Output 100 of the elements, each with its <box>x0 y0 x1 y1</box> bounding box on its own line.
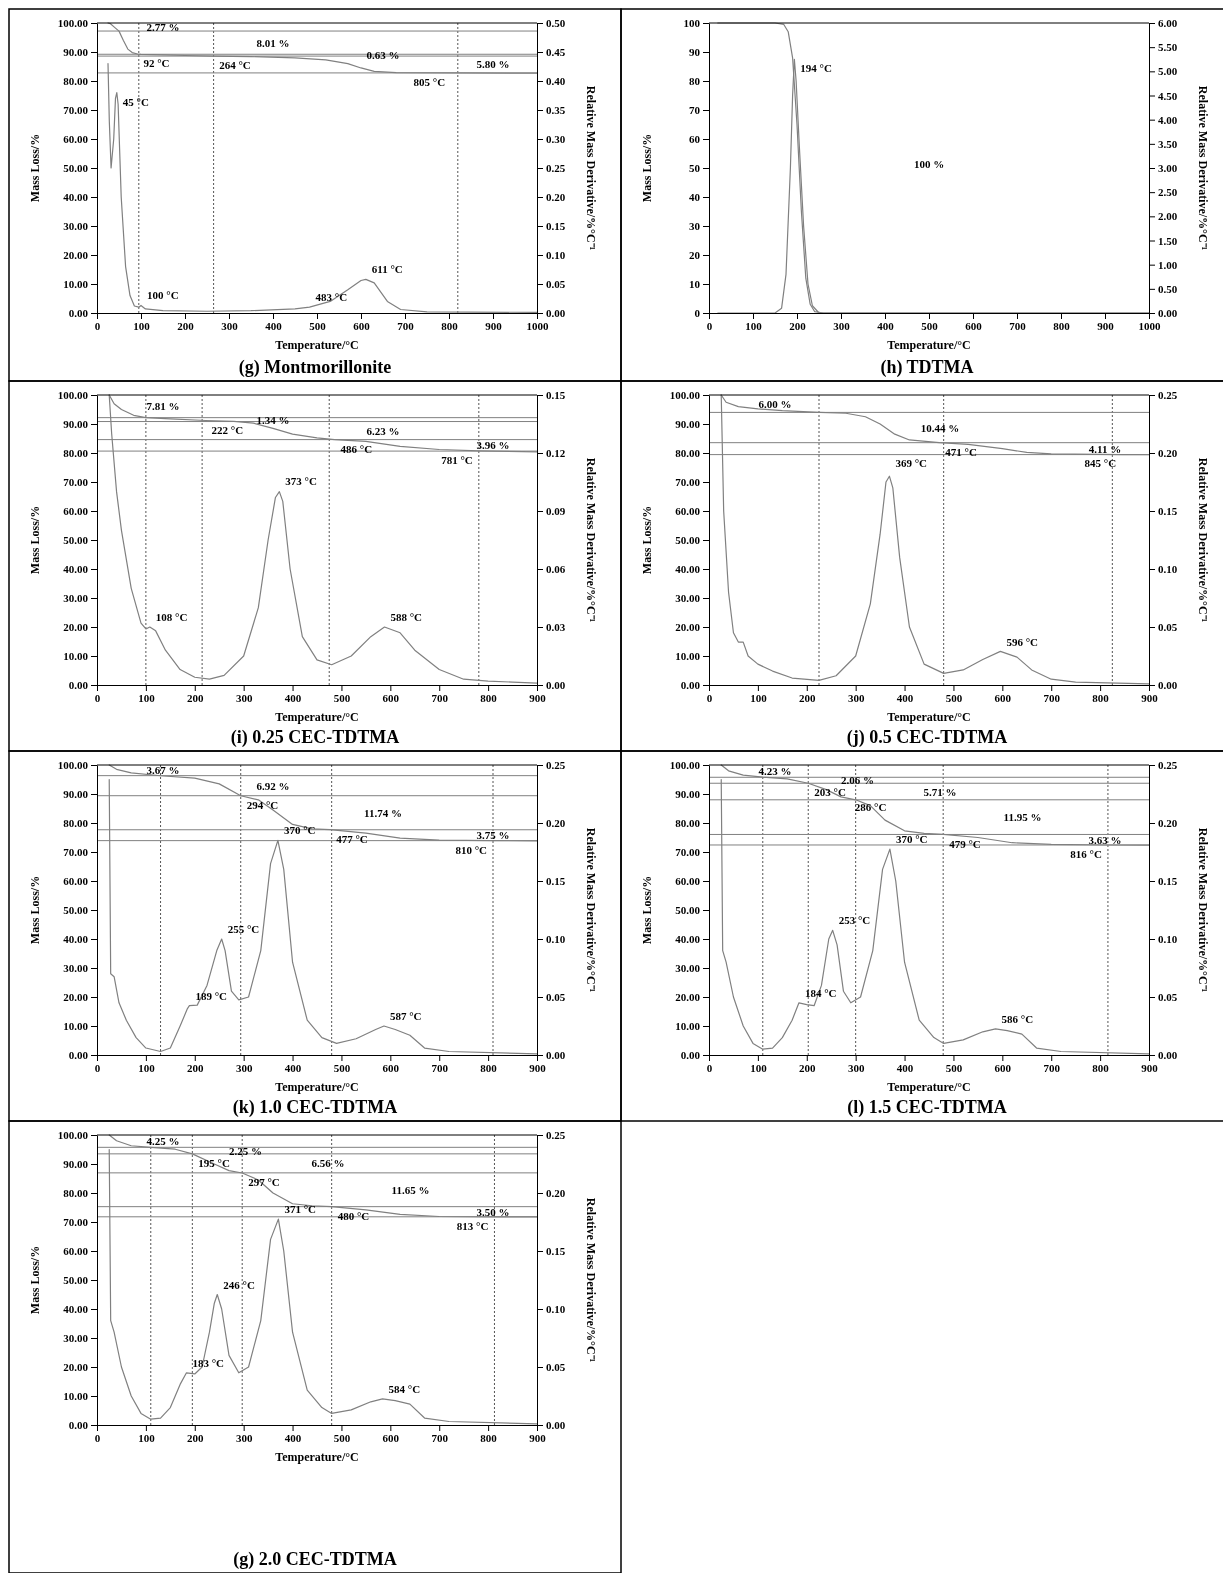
y2-tick-label: 0.45 <box>546 46 566 59</box>
y-tick-label: 0.00 <box>68 307 89 320</box>
x-axis-title: Temperature/°C <box>275 1080 359 1094</box>
y2-tick-label: 0.20 <box>546 817 566 830</box>
annotation: 4.25 % <box>146 1135 180 1148</box>
y2-tick-label: 0.00 <box>546 1049 566 1062</box>
annotation: 11.65 % <box>391 1183 430 1196</box>
x-tick-label: 100 <box>745 319 763 332</box>
x-tick-label: 900 <box>1141 1061 1159 1074</box>
y2-tick-label: 0.20 <box>546 1187 566 1200</box>
x-tick-label: 400 <box>284 1061 302 1074</box>
y-tick-label: 20.00 <box>63 991 89 1004</box>
x-tick-label: 700 <box>1009 319 1027 332</box>
y-tick-label: 10.00 <box>675 1020 701 1033</box>
y-tick-label: 90 <box>689 46 701 59</box>
y2-tick-label: 0.03 <box>546 621 566 634</box>
y-tick-label: 0.00 <box>680 1049 701 1062</box>
annotation: 370 °C <box>895 833 928 846</box>
y2-tick-label: 5.50 <box>1158 41 1178 54</box>
x-tick-label: 900 <box>529 691 547 704</box>
x-tick-label: 200 <box>799 1061 817 1074</box>
y2-tick-label: 0.10 <box>546 249 566 262</box>
annotation: 222 °C <box>211 423 244 436</box>
x-tick-label: 600 <box>965 319 983 332</box>
text: (i) 0.25 CEC-TDTMA <box>230 727 400 748</box>
y-tick-label: 80.00 <box>63 1187 89 1200</box>
annotation: 5.71 % <box>923 785 957 798</box>
y2-tick-label: 0.00 <box>1158 1049 1178 1062</box>
annotation: 6.92 % <box>256 779 290 792</box>
y-tick-label: 100 <box>683 17 701 30</box>
x-tick-label: 900 <box>529 1061 547 1074</box>
y-tick-label: 30.00 <box>675 592 701 605</box>
y-tick-label: 30.00 <box>63 962 89 975</box>
y2-tick-label: 0.10 <box>1158 933 1178 946</box>
y-tick-label: 50.00 <box>675 904 701 917</box>
annotation: 297 °C <box>248 1175 280 1188</box>
y2-tick-label: 3.00 <box>1158 162 1178 175</box>
y-tick-label: 0 <box>694 307 701 320</box>
x-tick-label: 800 <box>480 1061 498 1074</box>
y-tick-label: 80.00 <box>63 75 89 88</box>
annotation: 373 °C <box>285 474 317 487</box>
annotation: 2.06 % <box>841 774 874 787</box>
y2-tick-label: 2.00 <box>1158 210 1178 223</box>
y2-tick-label: 0.20 <box>546 191 566 204</box>
y2-axis-title: Relative Mass Derivative/%°C⁻¹ <box>584 1197 598 1363</box>
x-tick-label: 800 <box>480 1431 498 1444</box>
x-tick-label: 300 <box>847 691 865 704</box>
y2-tick-label: 0.05 <box>1158 621 1178 634</box>
y2-tick-label: 0.15 <box>1158 875 1178 888</box>
x-tick-label: 0 <box>94 691 101 704</box>
annotation: 6.00 % <box>758 397 792 410</box>
annotation: 1.34 % <box>256 413 290 426</box>
y2-tick-label: 0.40 <box>546 75 566 88</box>
x-tick-label: 700 <box>431 691 449 704</box>
y-tick-label: 90.00 <box>675 418 701 431</box>
y-tick-label: 60.00 <box>63 1245 89 1258</box>
y-tick-label: 80.00 <box>63 447 89 460</box>
x-tick-label: 500 <box>945 1061 963 1074</box>
annotation: 584 °C <box>388 1382 421 1395</box>
annotation: 805 °C <box>413 75 446 88</box>
annotation: 184 °C <box>804 986 837 999</box>
annotation: 2.77 % <box>146 21 180 34</box>
y-tick-label: 50.00 <box>63 1274 89 1287</box>
y-tick-label: 0.00 <box>68 679 89 692</box>
y-tick-label: 100.00 <box>57 389 89 402</box>
y2-tick-label: 0.12 <box>546 447 566 460</box>
annotation: 813 °C <box>456 1219 489 1232</box>
annotation: 5.80 % <box>476 58 510 71</box>
text: (g) Montmorillonite <box>238 357 392 378</box>
y-axis-title: Mass Loss/% <box>640 875 654 945</box>
y2-axis-title: Relative Mass Derivative/%°C⁻¹ <box>1196 827 1210 993</box>
text: (l) 1.5 CEC-TDTMA <box>847 1097 1007 1118</box>
y2-tick-label: 0.00 <box>1158 307 1178 320</box>
annotation: 286 °C <box>854 801 887 814</box>
y-tick-label: 0.00 <box>68 1419 89 1432</box>
y2-tick-label: 0.35 <box>546 104 566 117</box>
x-tick-label: 400 <box>284 1431 302 1444</box>
y2-axis-title: Relative Mass Derivative/%°C⁻¹ <box>584 827 598 993</box>
annotation: 108 °C <box>155 611 188 623</box>
annotation: 189 °C <box>195 989 228 1002</box>
y-tick-label: 50.00 <box>63 162 89 175</box>
y-tick-label: 40.00 <box>63 563 89 576</box>
x-tick-label: 600 <box>994 1061 1012 1074</box>
x-tick-label: 100 <box>750 1061 768 1074</box>
annotation: 596 °C <box>1006 635 1039 648</box>
x-tick-label: 100 <box>133 319 151 332</box>
annotation: 10.44 % <box>920 421 960 434</box>
annotation: 100 °C <box>147 289 179 302</box>
x-tick-label: 500 <box>945 691 963 704</box>
y-tick-label: 60 <box>689 133 701 146</box>
y2-tick-label: 0.05 <box>546 991 566 1004</box>
y2-tick-label: 0.50 <box>546 17 566 30</box>
text: (k) 1.0 CEC-TDTMA <box>232 1097 398 1118</box>
x-tick-label: 600 <box>994 691 1012 704</box>
y-tick-label: 70.00 <box>63 104 89 117</box>
y-axis-title: Mass Loss/% <box>28 875 42 945</box>
annotation: 194 °C <box>800 62 833 75</box>
y-tick-label: 80.00 <box>675 817 701 830</box>
x-tick-label: 0 <box>94 1431 101 1444</box>
x-tick-label: 200 <box>789 319 807 332</box>
